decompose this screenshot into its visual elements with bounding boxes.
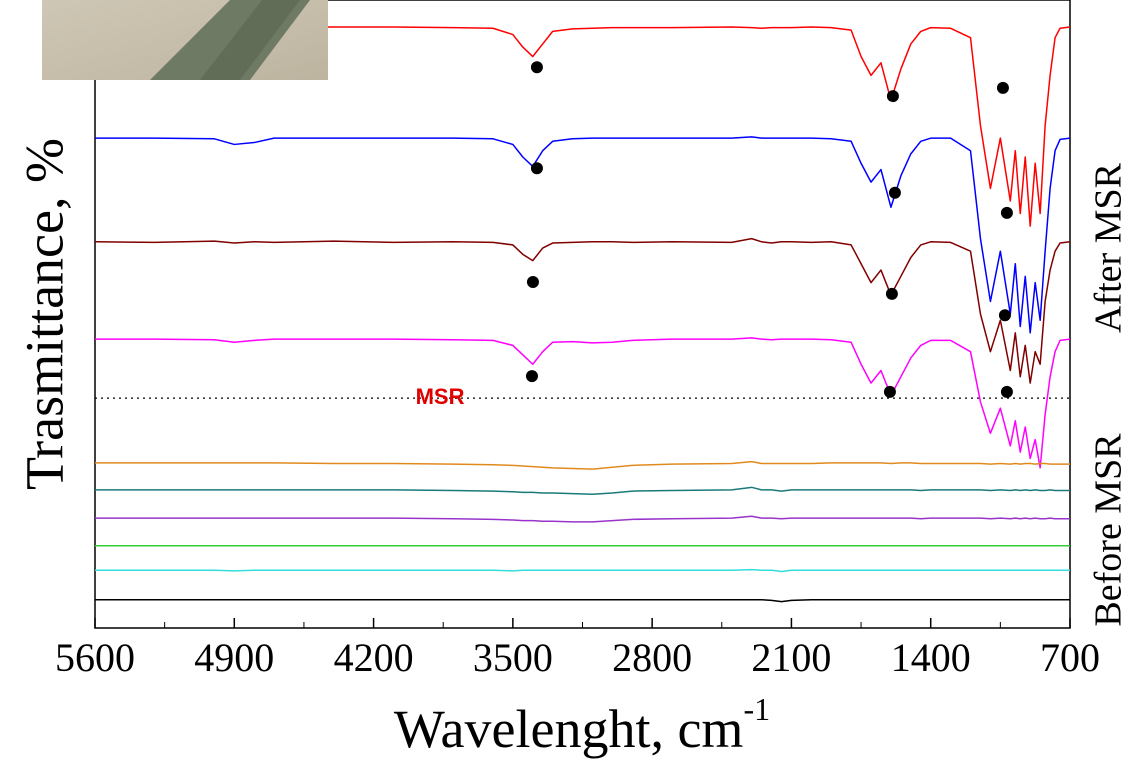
- peak-marker: [883, 385, 896, 398]
- peak-marker: [530, 61, 543, 74]
- peak-marker: [525, 370, 538, 383]
- spectrum-line: [95, 337, 1071, 469]
- peak-marker: [885, 287, 898, 300]
- photo-inset: [42, 0, 328, 80]
- peak-marker: [530, 162, 543, 175]
- peak-marker: [1000, 206, 1013, 219]
- spectrum-line: [95, 26, 1071, 227]
- x-tick-label: 2100: [751, 635, 831, 680]
- before-label: Before MSR: [1088, 433, 1130, 627]
- peak-marker: [888, 186, 901, 199]
- x-axis-label-sup: -1: [743, 691, 770, 727]
- peak-marker: [526, 275, 539, 288]
- x-tick-label: 3500: [473, 635, 553, 680]
- peak-marker: [886, 90, 899, 103]
- msr-annotation: MSR: [416, 384, 465, 409]
- peak-marker: [996, 81, 1009, 94]
- plot-area: [94, 26, 1071, 603]
- spectrum-line: [95, 568, 1070, 573]
- x-axis-label-text: Wavelenght, cm: [394, 699, 744, 759]
- peak-marker: [1000, 385, 1013, 398]
- x-tick-label: 700: [1040, 635, 1100, 680]
- x-axis-label: Wavelenght, cm-1: [394, 691, 770, 759]
- spectrum-line: [95, 486, 1070, 495]
- spectrum-line: [95, 598, 1070, 603]
- x-tick-label: 4900: [194, 635, 274, 680]
- after-label: After MSR: [1088, 162, 1130, 333]
- y-axis-label: Trasmittance, %: [14, 138, 74, 490]
- x-tick-label: 2800: [612, 635, 692, 680]
- spectrum-line: [95, 460, 1070, 470]
- spectrum-line: [95, 515, 1070, 523]
- peak-marker: [998, 309, 1011, 322]
- plot-frame: [94, 0, 1071, 629]
- spectrum-line: [95, 136, 1071, 334]
- x-tick-label: 5600: [55, 635, 135, 680]
- x-tick-label: 1400: [891, 635, 971, 680]
- spectrum-line: [94, 237, 1071, 384]
- x-tick-label: 4200: [334, 635, 414, 680]
